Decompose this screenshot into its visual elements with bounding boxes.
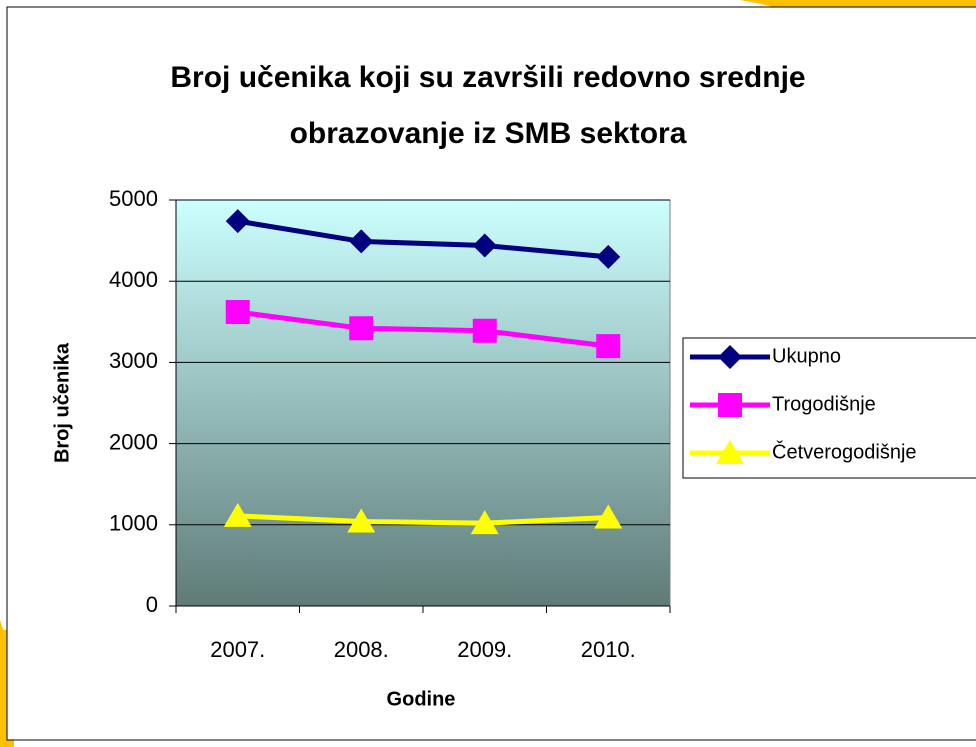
series-line	[237, 513, 609, 526]
marker	[349, 229, 374, 254]
y-tick-label: 1000	[109, 511, 158, 536]
series-line	[237, 309, 609, 349]
marker	[470, 510, 499, 535]
legend-label: Četverogodišnje	[772, 440, 917, 463]
y-tick-label: 5000	[109, 186, 158, 211]
x-tick-label: 2008.	[334, 637, 389, 662]
marker	[347, 508, 376, 533]
marker	[223, 502, 252, 527]
y-tick-label: 0	[146, 592, 158, 617]
marker	[718, 345, 742, 369]
y-tick-label: 3000	[109, 348, 158, 373]
x-tick-label: 2010.	[581, 637, 636, 662]
y-axis-label: Broj učenika	[51, 342, 73, 463]
plot-area	[175, 199, 671, 607]
legend-label: Trogodišnje	[772, 393, 876, 415]
x-axis-label: Godine	[387, 688, 456, 710]
x-tick-label: 2009.	[457, 637, 512, 662]
y-tick-label: 2000	[109, 429, 158, 454]
series-line	[237, 218, 609, 260]
marker	[225, 209, 250, 234]
marker	[225, 300, 250, 325]
marker	[716, 440, 744, 464]
marker	[596, 244, 621, 269]
marker	[596, 334, 621, 359]
legend-label: Ukupno	[772, 345, 841, 367]
marker	[472, 318, 497, 343]
marker	[594, 504, 623, 529]
y-tick-label: 4000	[109, 267, 158, 292]
marker	[718, 393, 742, 417]
marker	[472, 233, 497, 258]
marker	[349, 316, 374, 341]
x-tick-label: 2007.	[210, 637, 265, 662]
chart-title: Broj učenika koji su završili redovno sr…	[170, 61, 806, 150]
